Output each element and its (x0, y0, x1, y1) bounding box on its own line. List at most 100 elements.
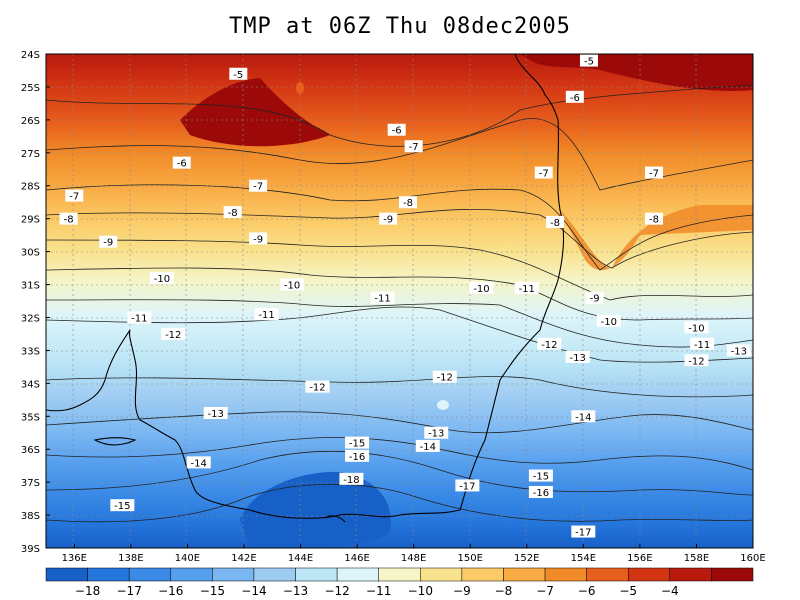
lat-tick-label: 38S (21, 511, 40, 522)
contour-label: -5 (229, 67, 248, 81)
small-feature-east (437, 400, 449, 410)
contour-label: -15 (528, 469, 553, 483)
warm-core-north (180, 78, 330, 147)
contour-label-box (469, 281, 494, 294)
contour-label: -8 (645, 212, 664, 226)
chart-title: TMP at 06Z Thu 08dec2005 (229, 14, 571, 39)
colorbar-swatch (669, 567, 712, 582)
contour-label: -8 (223, 206, 242, 219)
contour-label-text: -5 (233, 70, 243, 81)
contour-label-text: -15 (114, 501, 130, 512)
contour-label: -14 (571, 410, 596, 423)
contour-label-box (432, 370, 457, 383)
contour-label-text: -12 (309, 383, 325, 394)
contour-label: -13 (565, 350, 590, 364)
colorbar-swatch (461, 567, 504, 582)
contour-label-text: -13 (731, 346, 747, 357)
contour-label: -6 (387, 123, 406, 137)
contour-label-text: -15 (349, 439, 365, 450)
contour-label-text: -11 (374, 294, 390, 305)
contour-label-box (690, 337, 715, 350)
contour-label: -11 (370, 291, 395, 305)
contour-label: -8 (398, 196, 417, 209)
contour-label-box (645, 166, 664, 179)
contour-label-text: -10 (284, 281, 300, 292)
contour-label: -6 (172, 156, 191, 170)
contour-label-box (684, 354, 709, 367)
colorbar-label: −14 (241, 584, 266, 598)
lon-tick-label: 156E (627, 553, 652, 564)
warm-patch-east (560, 205, 753, 271)
colorbar-label: −4 (661, 584, 679, 598)
lat-tick-label: 37S (21, 478, 40, 489)
contour-label: -5 (579, 54, 598, 68)
lat-tick-label: 30S (21, 248, 40, 259)
lon-tick-label: 160E (740, 553, 765, 564)
contour-label: -13 (424, 426, 449, 440)
contour-label: -9 (99, 235, 118, 249)
contour-label: -11 (127, 311, 152, 324)
colorbar-label: −7 (536, 584, 554, 598)
contour-label-box (305, 380, 330, 393)
contour-label-box (345, 436, 370, 449)
contour-label-text: -9 (383, 215, 393, 226)
contour-label-box (339, 472, 364, 485)
warm-core-northeast (520, 54, 753, 91)
contour-label-box (254, 308, 279, 321)
lon-tick-label: 154E (571, 553, 596, 564)
contour-label-box (534, 166, 553, 179)
contour-label-text: -10 (473, 284, 489, 295)
contour-label-text: -11 (258, 310, 274, 321)
contour-label-box (415, 439, 440, 452)
contour-label-text: -7 (409, 142, 419, 153)
contour-label-box (684, 321, 709, 334)
contour-label-text: -8 (550, 218, 560, 229)
contour-label-box (110, 499, 135, 512)
lat-tick-label: 34S (21, 379, 40, 390)
contour-label: -7 (249, 179, 268, 193)
contour-label-text: -7 (69, 192, 79, 203)
colorbar-swatch (586, 567, 629, 582)
cold-core-south (240, 471, 391, 548)
colorbar-label: −11 (366, 584, 391, 598)
contour-label-box (370, 291, 395, 304)
contour-label: -8 (59, 212, 78, 226)
contour-label-box (161, 327, 186, 340)
contour-label-box (596, 314, 621, 327)
contour-label: -8 (546, 215, 565, 229)
lat-tick-label: 33S (21, 346, 40, 357)
contour-label: -11 (254, 308, 279, 321)
colorbar-swatch (627, 567, 671, 582)
colorbar-swatch (544, 567, 587, 582)
contour-label-box (404, 140, 423, 153)
contour-label-box (345, 449, 370, 462)
contour-label-box (65, 189, 84, 202)
colorbar-swatch (711, 567, 754, 582)
contour-label-text: -12 (688, 356, 704, 367)
colorbar-swatch (378, 567, 421, 582)
lon-tick-label: 146E (344, 553, 369, 564)
colorbar-swatch (336, 567, 379, 582)
lon-tick-label: 140E (175, 553, 200, 564)
contour-label-box (186, 456, 211, 469)
contour-label: -17 (571, 525, 596, 539)
coastline (46, 54, 565, 523)
contour-label: -9 (249, 232, 268, 245)
colorbar-swatch (128, 567, 172, 582)
contour-label-box (645, 212, 664, 225)
contour-label-text: -15 (533, 472, 549, 483)
colorbar-label: −8 (495, 584, 513, 598)
contour-label-text: -13 (569, 353, 585, 364)
contour-label-box (59, 212, 78, 225)
lon-tick-label: 158E (684, 553, 709, 564)
lat-tick-label: 26S (21, 116, 40, 127)
map-field (46, 54, 753, 548)
contour-label-box (514, 281, 539, 294)
contour-label: -9 (585, 291, 604, 305)
contour-label-box (99, 235, 118, 248)
contour-label: -16 (345, 449, 370, 463)
temperature-bands (46, 54, 753, 548)
contour-label-text: -18 (343, 475, 359, 486)
contour-label-text: -13 (428, 429, 444, 440)
